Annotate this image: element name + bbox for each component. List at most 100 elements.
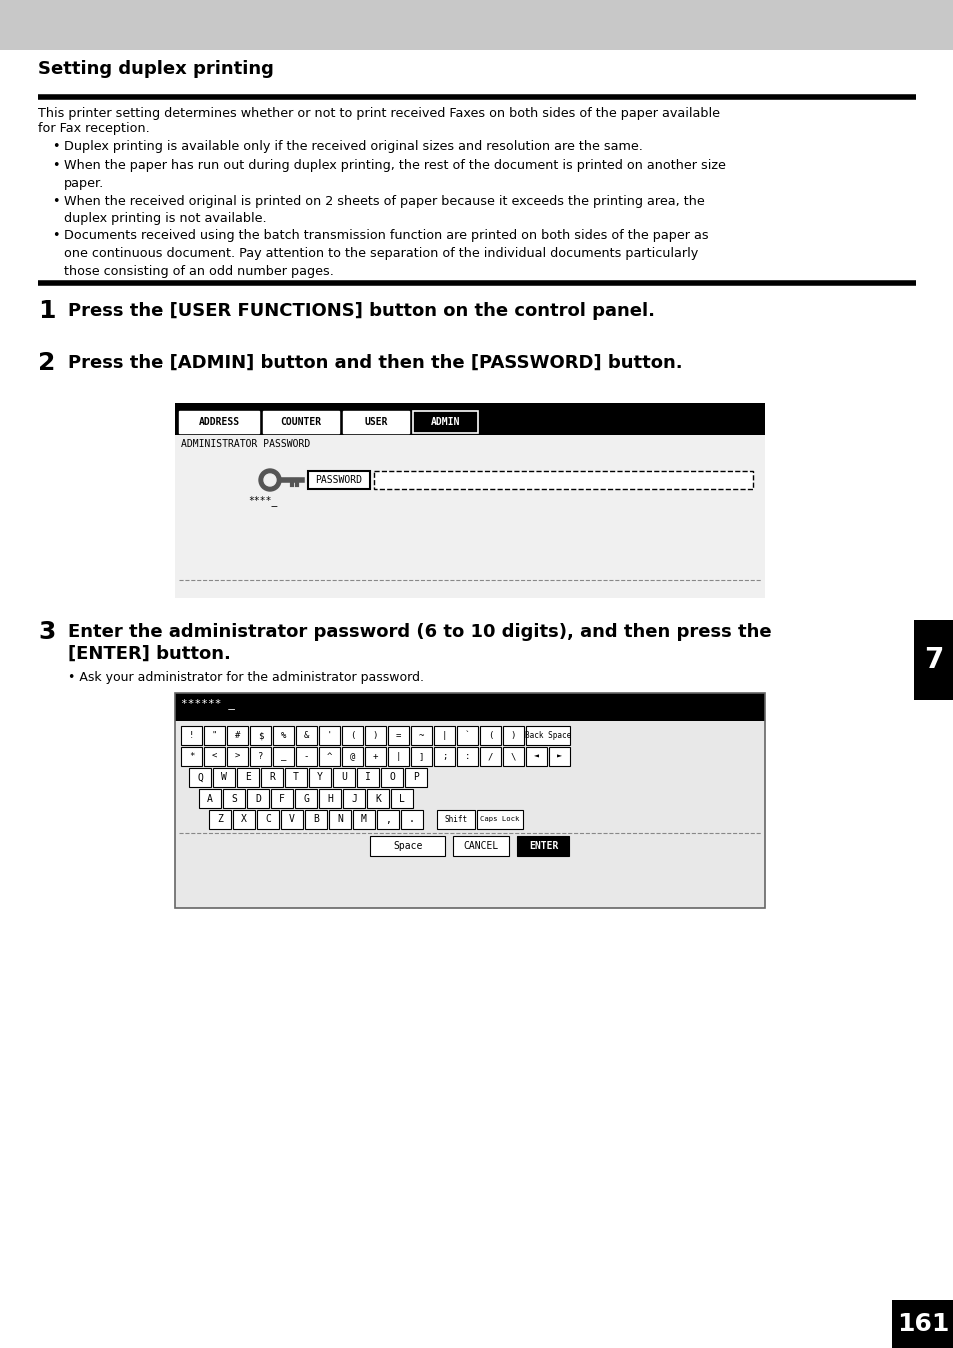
Bar xyxy=(295,727,316,745)
Text: 161: 161 xyxy=(896,1312,948,1336)
Bar xyxy=(517,836,569,856)
Bar xyxy=(204,727,225,745)
Bar xyxy=(479,727,500,745)
Bar xyxy=(434,747,455,766)
Bar xyxy=(236,768,258,787)
Text: Press the [ADMIN] button and then the [PASSWORD] button.: Press the [ADMIN] button and then the [P… xyxy=(68,355,682,372)
Text: COUNTER: COUNTER xyxy=(280,417,321,427)
Bar xyxy=(436,810,475,829)
Bar xyxy=(223,789,245,807)
Bar xyxy=(365,747,386,766)
Text: Duplex printing is available only if the received original sizes and resolution : Duplex printing is available only if the… xyxy=(64,140,642,154)
Bar xyxy=(227,747,248,766)
Text: (: ( xyxy=(350,731,355,740)
Bar xyxy=(456,727,477,745)
Text: Back Space: Back Space xyxy=(524,731,571,740)
Text: #: # xyxy=(234,731,240,740)
Text: This printer setting determines whether or not to print received Faxes on both s: This printer setting determines whether … xyxy=(38,106,720,120)
Bar xyxy=(263,411,338,433)
Text: K: K xyxy=(375,794,380,803)
Text: |: | xyxy=(395,752,401,762)
Bar xyxy=(329,810,351,829)
Bar xyxy=(273,727,294,745)
Bar xyxy=(374,470,752,489)
Text: -: - xyxy=(303,752,309,762)
Text: X: X xyxy=(241,814,247,825)
Text: %: % xyxy=(280,731,286,740)
Bar xyxy=(256,810,278,829)
Text: ◄: ◄ xyxy=(534,752,538,762)
Bar xyxy=(189,768,211,787)
Text: J: J xyxy=(351,794,356,803)
Bar xyxy=(453,836,509,856)
Text: `: ` xyxy=(464,731,470,740)
Bar xyxy=(250,727,271,745)
Text: <: < xyxy=(212,752,217,762)
Bar xyxy=(502,747,523,766)
Text: V: V xyxy=(289,814,294,825)
Text: ****** _: ****** _ xyxy=(181,698,234,709)
Bar xyxy=(456,747,477,766)
Text: ;: ; xyxy=(441,752,447,762)
Bar xyxy=(273,747,294,766)
Bar xyxy=(174,435,764,599)
Bar xyxy=(367,789,389,807)
Bar xyxy=(525,727,569,745)
Text: ****_: ****_ xyxy=(248,495,277,506)
Bar xyxy=(305,810,327,829)
Text: \: \ xyxy=(510,752,516,762)
Bar xyxy=(388,727,409,745)
Bar xyxy=(434,727,455,745)
Text: @: @ xyxy=(350,752,355,762)
Text: ,: , xyxy=(385,814,391,825)
Bar xyxy=(250,747,271,766)
Bar xyxy=(913,620,953,700)
Text: |: | xyxy=(441,731,447,740)
Text: When the paper has run out during duplex printing, the rest of the document is p: When the paper has run out during duplex… xyxy=(64,159,725,190)
Bar xyxy=(271,789,293,807)
Text: A: A xyxy=(207,794,213,803)
Text: R: R xyxy=(269,772,274,782)
Text: U: U xyxy=(341,772,347,782)
Bar xyxy=(341,747,363,766)
Bar xyxy=(174,693,764,721)
Text: When the received original is printed on 2 sheets of paper because it exceeds th: When the received original is printed on… xyxy=(64,194,704,225)
Text: PASSWORD: PASSWORD xyxy=(315,474,362,485)
Bar xyxy=(285,768,307,787)
Text: !: ! xyxy=(189,731,194,740)
Text: ): ) xyxy=(510,731,516,740)
Text: Setting duplex printing: Setting duplex printing xyxy=(38,61,274,78)
Text: ): ) xyxy=(373,731,377,740)
Bar xyxy=(391,789,413,807)
Bar xyxy=(181,727,202,745)
Text: ►: ► xyxy=(557,752,561,762)
Bar xyxy=(308,470,370,489)
Text: (: ( xyxy=(487,731,493,740)
Text: Press the [USER FUNCTIONS] button on the control panel.: Press the [USER FUNCTIONS] button on the… xyxy=(68,302,655,319)
Bar xyxy=(411,727,432,745)
Text: ': ' xyxy=(327,731,332,740)
Bar xyxy=(233,810,254,829)
Text: :: : xyxy=(464,752,470,762)
Bar xyxy=(174,403,764,599)
Bar xyxy=(213,768,234,787)
Bar xyxy=(247,789,269,807)
Bar xyxy=(356,768,378,787)
Bar xyxy=(261,768,283,787)
Text: ENTER: ENTER xyxy=(528,841,558,851)
Text: .: . xyxy=(409,814,415,825)
Text: •: • xyxy=(52,229,59,243)
Text: P: P xyxy=(413,772,418,782)
Bar xyxy=(353,810,375,829)
Text: _: _ xyxy=(280,752,286,762)
Bar xyxy=(341,727,363,745)
Bar xyxy=(294,789,316,807)
Bar xyxy=(333,768,355,787)
Bar xyxy=(343,411,409,433)
Text: >: > xyxy=(234,752,240,762)
Bar xyxy=(411,747,432,766)
Text: ?: ? xyxy=(257,752,263,762)
Bar xyxy=(318,747,339,766)
Bar xyxy=(295,747,316,766)
Bar xyxy=(502,727,523,745)
